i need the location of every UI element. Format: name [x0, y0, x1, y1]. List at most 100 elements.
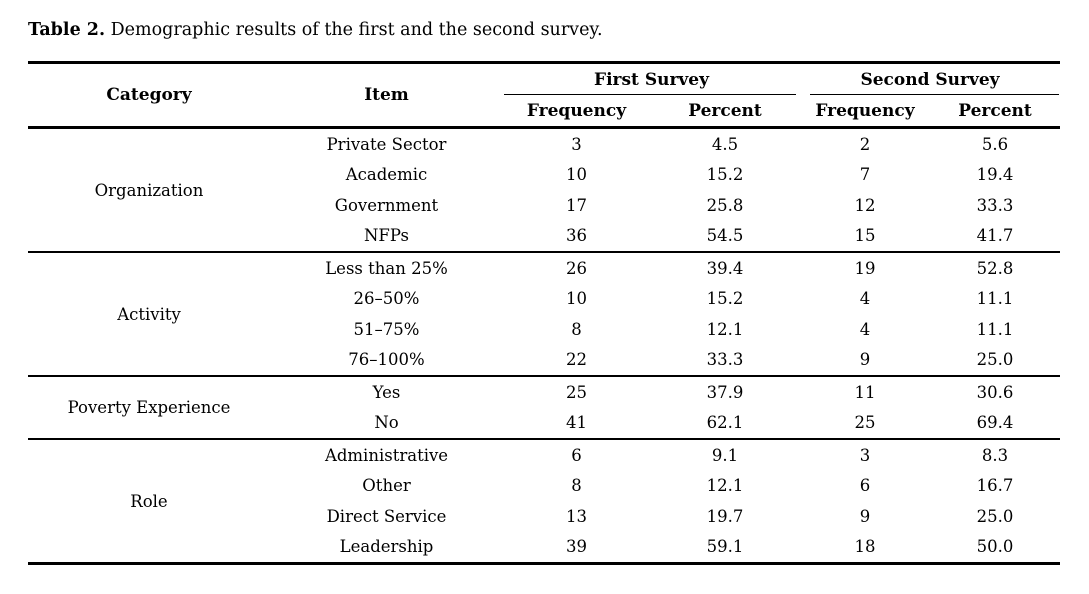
table-row: Poverty Experience Yes 25 37.9 11 30.6 [28, 376, 1060, 417]
cell-percent-1: 9.1 [711, 445, 739, 465]
cell-item: No [374, 413, 399, 433]
cell-item: Private Sector [326, 134, 447, 154]
cell-item: Leadership [339, 537, 434, 557]
cell-frequency-2: 4 [859, 289, 871, 309]
cell-frequency-1: 10 [566, 289, 587, 309]
header-first-survey: First Survey [503, 63, 800, 95]
cell-percent-2: 19.4 [976, 165, 1014, 185]
table-row: Organization Private Sector 3 4.5 2 5.6 [28, 128, 1060, 200]
cell-percent-2: 50.0 [976, 537, 1014, 557]
table-row: Leadership 39 59.1 18 50.0 [28, 532, 1060, 564]
table-row: Activity Less than 25% 26 39.4 19 52.8 [28, 252, 1060, 324]
cell-frequency-2: 9 [859, 506, 871, 526]
cell-percent-2: 5.6 [981, 134, 1009, 154]
cell-frequency-1: 8 [571, 476, 582, 496]
cell-percent-1: 62.1 [706, 413, 744, 433]
cell-frequency-2: 7 [859, 165, 871, 185]
cell-item: Less than 25% [325, 258, 448, 278]
header-percent-1: Percent [688, 100, 762, 121]
cell-frequency-2: 6 [859, 476, 871, 496]
cell-frequency-2: 3 [859, 445, 871, 465]
cell-item: 26–50% [353, 289, 420, 309]
table-row: Direct Service 13 19.7 9 25.0 [28, 501, 1060, 532]
header-frequency-2: Frequency [815, 100, 915, 121]
cell-item: 76–100% [348, 350, 425, 370]
section-poverty-experience: Poverty Experience Yes 25 37.9 11 30.6 N… [28, 376, 1060, 439]
cell-category: Poverty Experience [67, 398, 231, 417]
cell-frequency-2: 25 [854, 413, 876, 433]
table-row: Role Administrative 6 9.1 3 8.3 [28, 439, 1060, 511]
cell-frequency-1: 10 [566, 165, 587, 185]
cell-item: 51–75% [353, 319, 420, 339]
demographics-table: Category Item First Survey Second Survey… [28, 61, 1060, 565]
header-percent-2: Percent [958, 100, 1032, 121]
cell-percent-1: 59.1 [706, 537, 744, 557]
cell-percent-2: 33.3 [976, 195, 1014, 215]
cell-frequency-1: 3 [571, 134, 582, 154]
cell-frequency-2: 4 [859, 319, 871, 339]
cell-item: Other [362, 476, 411, 496]
cell-percent-1: 25.8 [706, 195, 744, 215]
table-row: 76–100% 22 33.3 9 25.0 [28, 345, 1060, 377]
table-row: 51–75% 8 12.1 4 11.1 [28, 314, 1060, 345]
cell-frequency-2: 11 [854, 382, 876, 402]
table-row: Other 8 12.1 6 16.7 [28, 471, 1060, 502]
cell-category: Role [130, 491, 168, 511]
cell-percent-1: 12.1 [706, 476, 744, 496]
cell-category: Organization [94, 180, 204, 200]
table-row: No 41 62.1 25 69.4 [28, 408, 1060, 440]
table-row: 26–50% 10 15.2 4 11.1 [28, 284, 1060, 315]
table-caption-label: Table 2. [28, 20, 106, 40]
cell-frequency-1: 26 [566, 258, 587, 278]
cell-percent-2: 16.7 [976, 476, 1014, 496]
header-second-survey-label: Second Survey [860, 69, 1000, 90]
header-second-survey: Second Survey [800, 63, 1060, 95]
cell-percent-1: 19.7 [706, 506, 744, 526]
section-activity: Activity Less than 25% 26 39.4 19 52.8 2… [28, 252, 1060, 376]
cell-percent-1: 39.4 [706, 258, 744, 278]
cell-frequency-1: 39 [566, 537, 587, 557]
cell-frequency-2: 9 [859, 350, 871, 370]
header-row-groups: Category Item First Survey Second Survey [28, 63, 1060, 105]
cell-frequency-1: 41 [566, 413, 587, 433]
cell-percent-2: 8.3 [981, 445, 1009, 465]
cell-frequency-1: 8 [571, 319, 582, 339]
cell-percent-2: 25.0 [976, 350, 1014, 370]
cell-frequency-2: 12 [854, 195, 876, 215]
cell-frequency-2: 18 [854, 537, 876, 557]
table-row: Academic 10 15.2 7 19.4 [28, 160, 1060, 191]
cell-category: Activity [117, 304, 181, 324]
cell-frequency-1: 22 [566, 350, 587, 370]
cell-percent-1: 15.2 [706, 289, 744, 309]
cell-percent-2: 30.6 [976, 382, 1014, 402]
cell-item: Yes [372, 382, 401, 402]
cell-item: NFPs [363, 226, 409, 246]
cell-item: Government [334, 195, 439, 215]
cell-percent-1: 12.1 [706, 319, 744, 339]
header-row-measures: Frequency Percent Frequency Percent [28, 95, 1060, 128]
cell-frequency-1: 17 [566, 195, 587, 215]
cell-percent-2: 25.0 [976, 506, 1014, 526]
cell-percent-2: 11.1 [976, 289, 1014, 309]
cell-frequency-2: 15 [854, 226, 876, 246]
cell-percent-1: 33.3 [706, 350, 744, 370]
cell-frequency-1: 6 [571, 445, 582, 465]
second-survey-rule [810, 93, 1059, 95]
table-row: NFPs 36 54.5 15 41.7 [28, 221, 1060, 253]
cell-percent-2: 69.4 [976, 413, 1014, 433]
cell-percent-2: 52.8 [976, 258, 1014, 278]
cell-frequency-1: 13 [566, 506, 587, 526]
section-role: Role Administrative 6 9.1 3 8.3 Other 8 … [28, 439, 1060, 564]
cell-frequency-2: 2 [859, 134, 871, 154]
first-survey-rule [504, 93, 796, 95]
table-row: Government 17 25.8 12 33.3 [28, 190, 1060, 221]
header-first-survey-label: First Survey [594, 69, 709, 90]
header-category: Category [106, 85, 192, 105]
cell-item: Administrative [324, 445, 449, 465]
header-frequency-1: Frequency [526, 100, 627, 121]
cell-frequency-2: 19 [854, 258, 876, 278]
header-item: Item [364, 85, 409, 105]
cell-frequency-1: 25 [566, 382, 587, 402]
table-caption-text: Demographic results of the first and the… [110, 20, 603, 40]
